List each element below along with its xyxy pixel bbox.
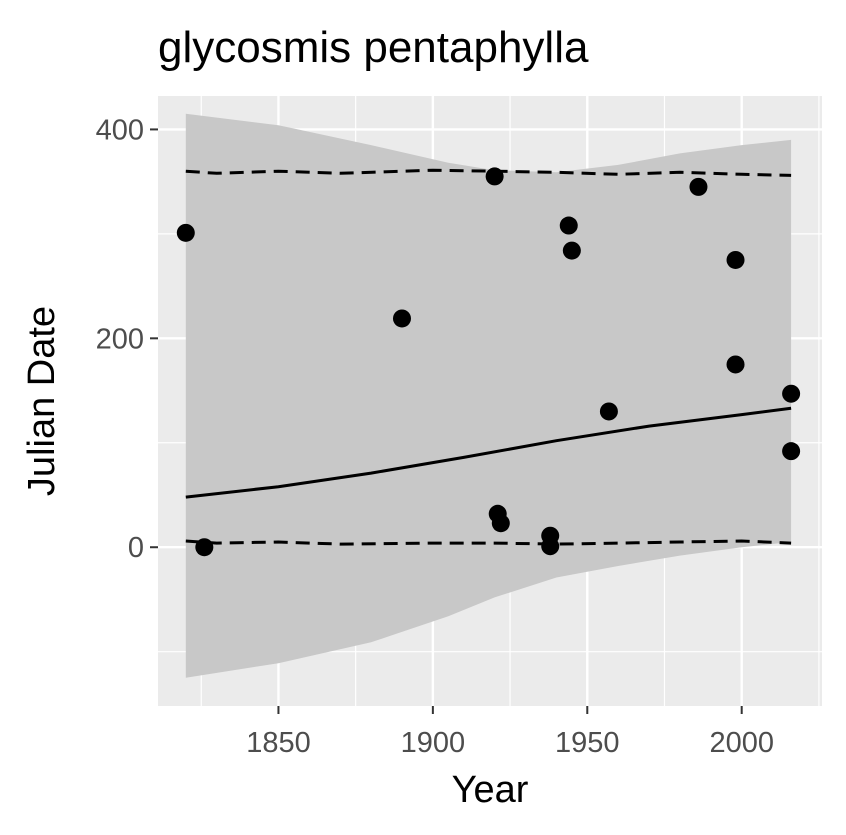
y-tick-label: 200 xyxy=(96,323,144,355)
data-point xyxy=(541,537,560,556)
y-axis-ticks: 0 200 400 xyxy=(96,114,158,564)
data-point xyxy=(562,241,581,260)
data-point xyxy=(726,250,745,269)
data-point xyxy=(782,384,801,403)
y-tick-label: 400 xyxy=(96,114,144,146)
data-point xyxy=(599,402,618,421)
x-tick-label: 1950 xyxy=(555,727,620,759)
chart-title: glycosmis pentaphylla xyxy=(158,23,589,72)
y-tick-label: 0 xyxy=(128,532,144,564)
data-point xyxy=(176,223,195,242)
data-point xyxy=(726,355,745,374)
data-point xyxy=(559,216,578,235)
x-tick-label: 2000 xyxy=(709,727,774,759)
data-point xyxy=(485,167,504,186)
x-axis-ticks: 1850 1900 1950 2000 xyxy=(246,706,774,759)
lower-quantile-line xyxy=(185,539,792,546)
data-point xyxy=(689,177,708,196)
x-tick-label: 1850 xyxy=(246,727,311,759)
data-point xyxy=(491,514,510,533)
y-axis-title: Julian Date xyxy=(21,306,63,496)
data-point xyxy=(195,538,214,557)
data-point xyxy=(392,309,411,328)
x-tick-label: 1900 xyxy=(401,727,466,759)
data-point xyxy=(782,442,801,461)
confidence-band xyxy=(185,113,792,678)
x-axis-title: Year xyxy=(452,769,529,811)
data-points xyxy=(176,167,801,557)
trend-line xyxy=(185,406,792,499)
